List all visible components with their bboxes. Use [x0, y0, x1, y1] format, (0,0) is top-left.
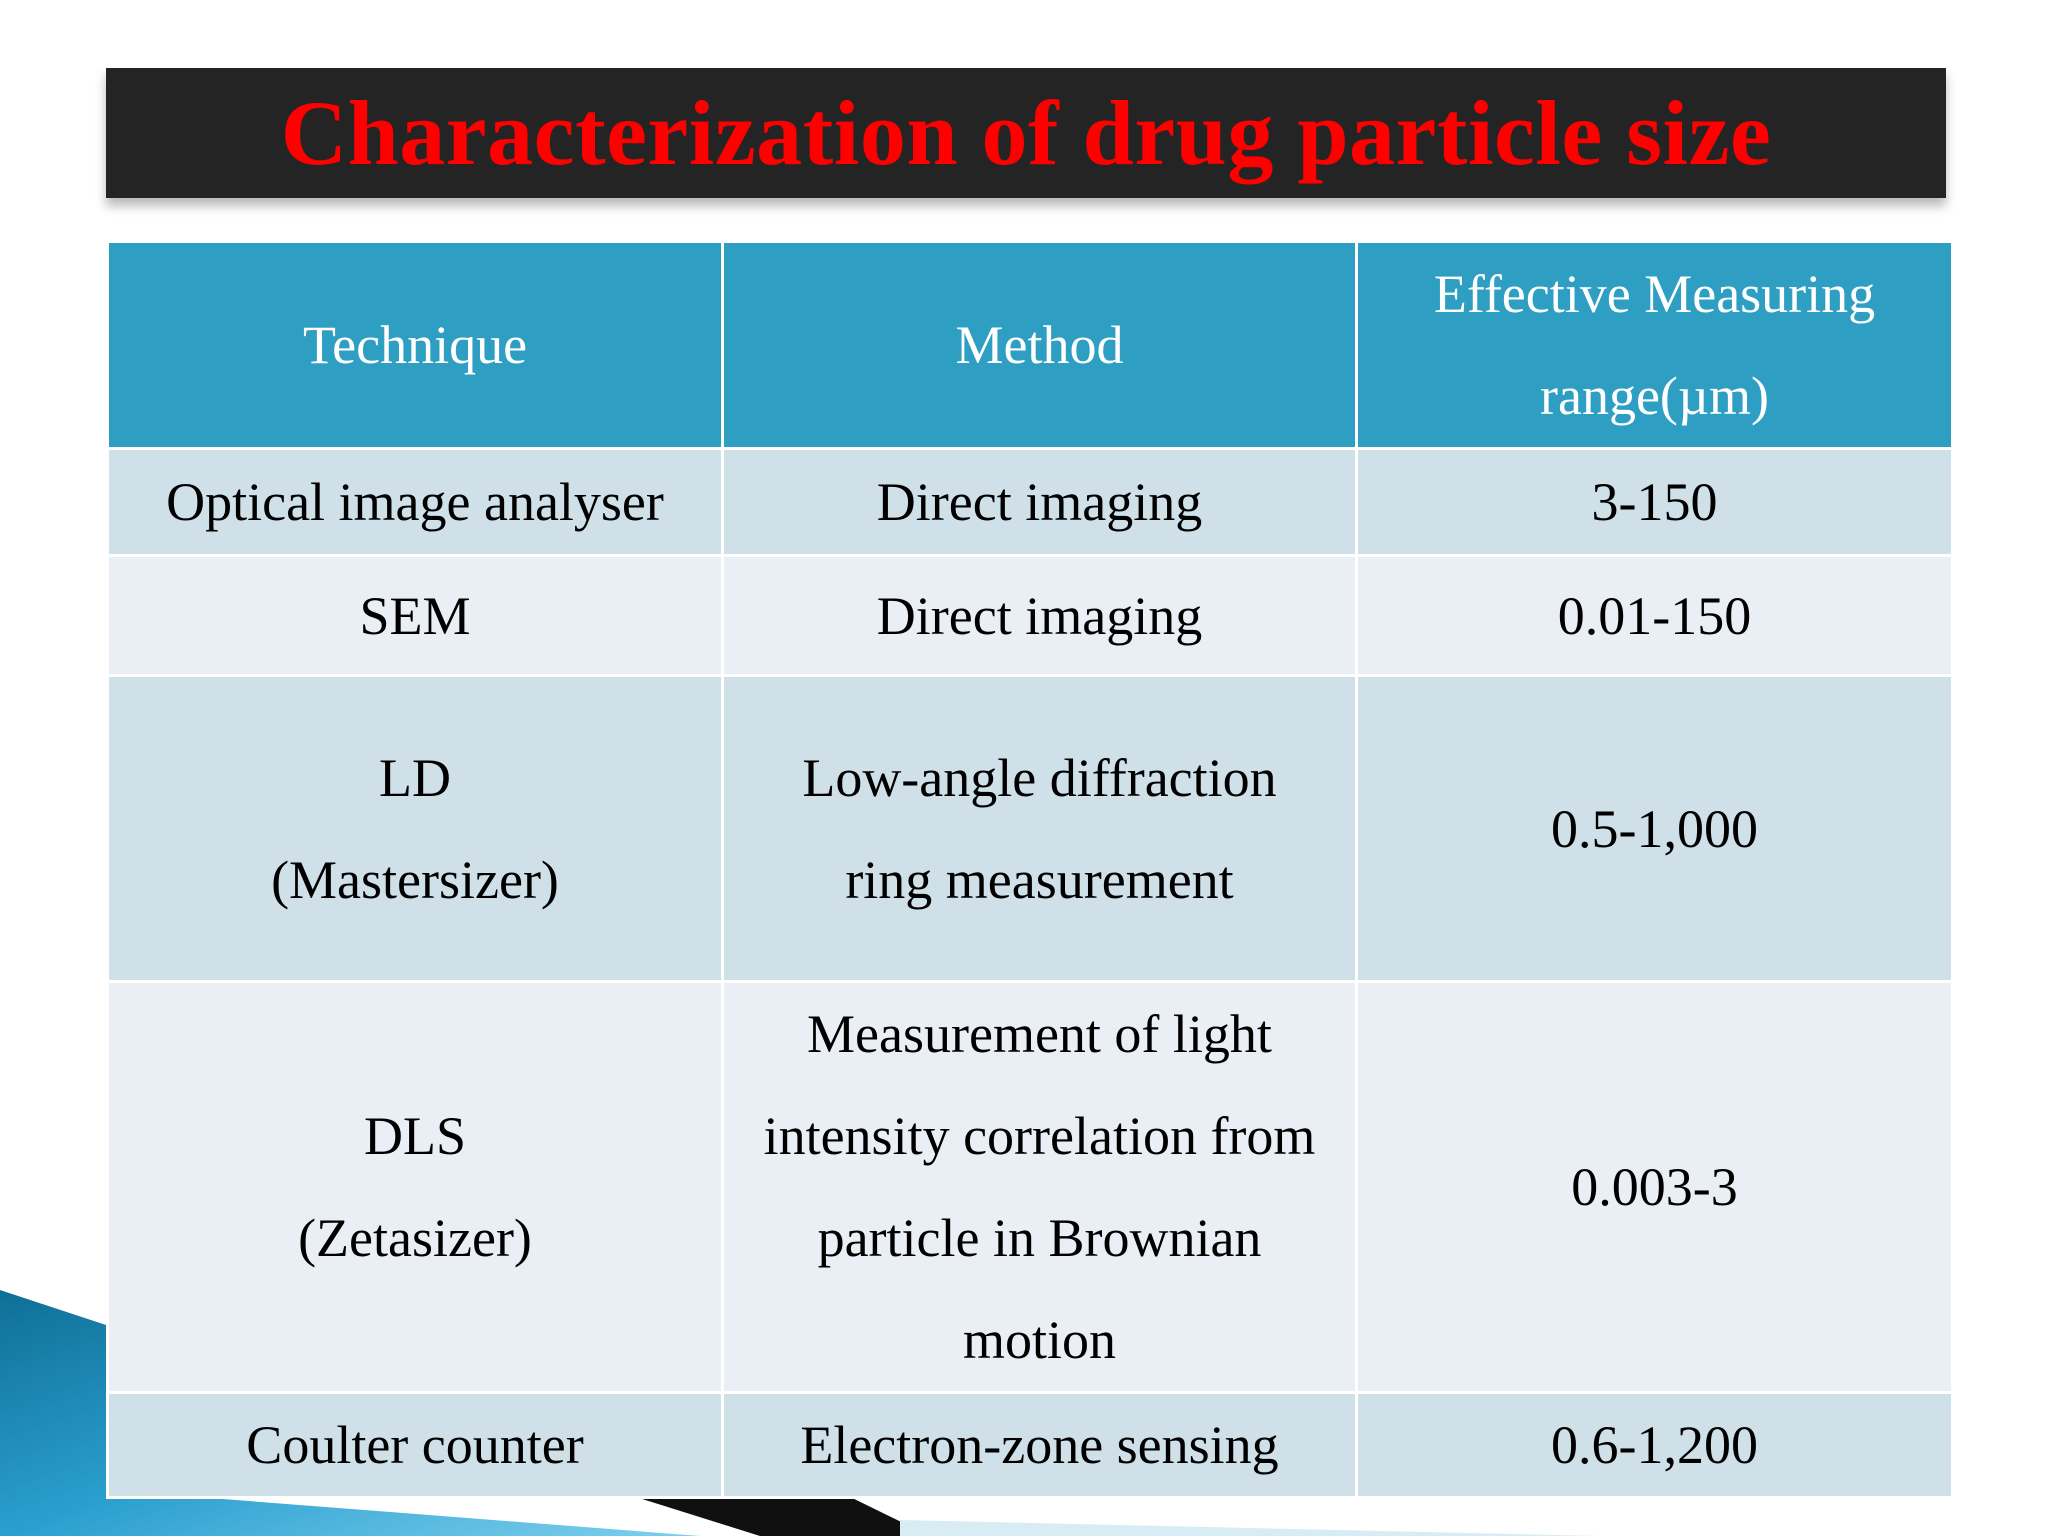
method-line: intensity correlation from: [763, 1106, 1316, 1166]
technique-cell: Coulter counter: [109, 1394, 721, 1496]
method-line: particle in Brownian: [817, 1208, 1262, 1268]
technique-instrument: (Zetasizer): [298, 1208, 532, 1268]
table-row: SEM Direct imaging 0.01-150: [109, 557, 1951, 674]
header-method: Method: [724, 243, 1355, 447]
table-row: Coulter counter Electron-zone sensing 0.…: [109, 1394, 1951, 1496]
particle-size-table: Technique Method Effective Measuring ran…: [106, 240, 1954, 1499]
technique-name: DLS: [363, 1106, 466, 1166]
technique-cell: LD (Mastersizer): [109, 677, 721, 980]
title-bar: Characterization of drug particle size: [106, 68, 1946, 198]
method-line: ring measurement: [845, 849, 1234, 910]
header-range: Effective Measuring range(µm): [1358, 243, 1951, 447]
slide-title: Characterization of drug particle size: [280, 82, 1772, 184]
range-cell: 0.003-3: [1358, 983, 1951, 1391]
range-cell: 0.5-1,000: [1358, 677, 1951, 980]
table-row: Optical image analyser Direct imaging 3-…: [109, 450, 1951, 554]
range-cell: 0.01-150: [1358, 557, 1951, 674]
method-cell: Direct imaging: [724, 450, 1355, 554]
method-cell: Electron-zone sensing: [724, 1394, 1355, 1496]
method-line: Measurement of light: [807, 1004, 1272, 1064]
technique-cell: Optical image analyser: [109, 450, 721, 554]
technique-name: LD: [379, 747, 451, 808]
method-cell: Low-angle diffraction ring measurement: [724, 677, 1355, 980]
method-line: Low-angle diffraction: [802, 747, 1277, 808]
table-header-row: Technique Method Effective Measuring ran…: [109, 243, 1951, 447]
table-row: LD (Mastersizer) Low-angle diffraction r…: [109, 677, 1951, 980]
technique-cell: SEM: [109, 557, 721, 674]
technique-cell: DLS (Zetasizer): [109, 983, 721, 1391]
method-cell: Measurement of light intensity correlati…: [724, 983, 1355, 1391]
method-cell: Direct imaging: [724, 557, 1355, 674]
header-technique: Technique: [109, 243, 721, 447]
table-row: DLS (Zetasizer) Measurement of light int…: [109, 983, 1951, 1391]
technique-instrument: (Mastersizer): [271, 849, 559, 910]
method-line: motion: [962, 1310, 1116, 1370]
range-cell: 3-150: [1358, 450, 1951, 554]
range-cell: 0.6-1,200: [1358, 1394, 1951, 1496]
